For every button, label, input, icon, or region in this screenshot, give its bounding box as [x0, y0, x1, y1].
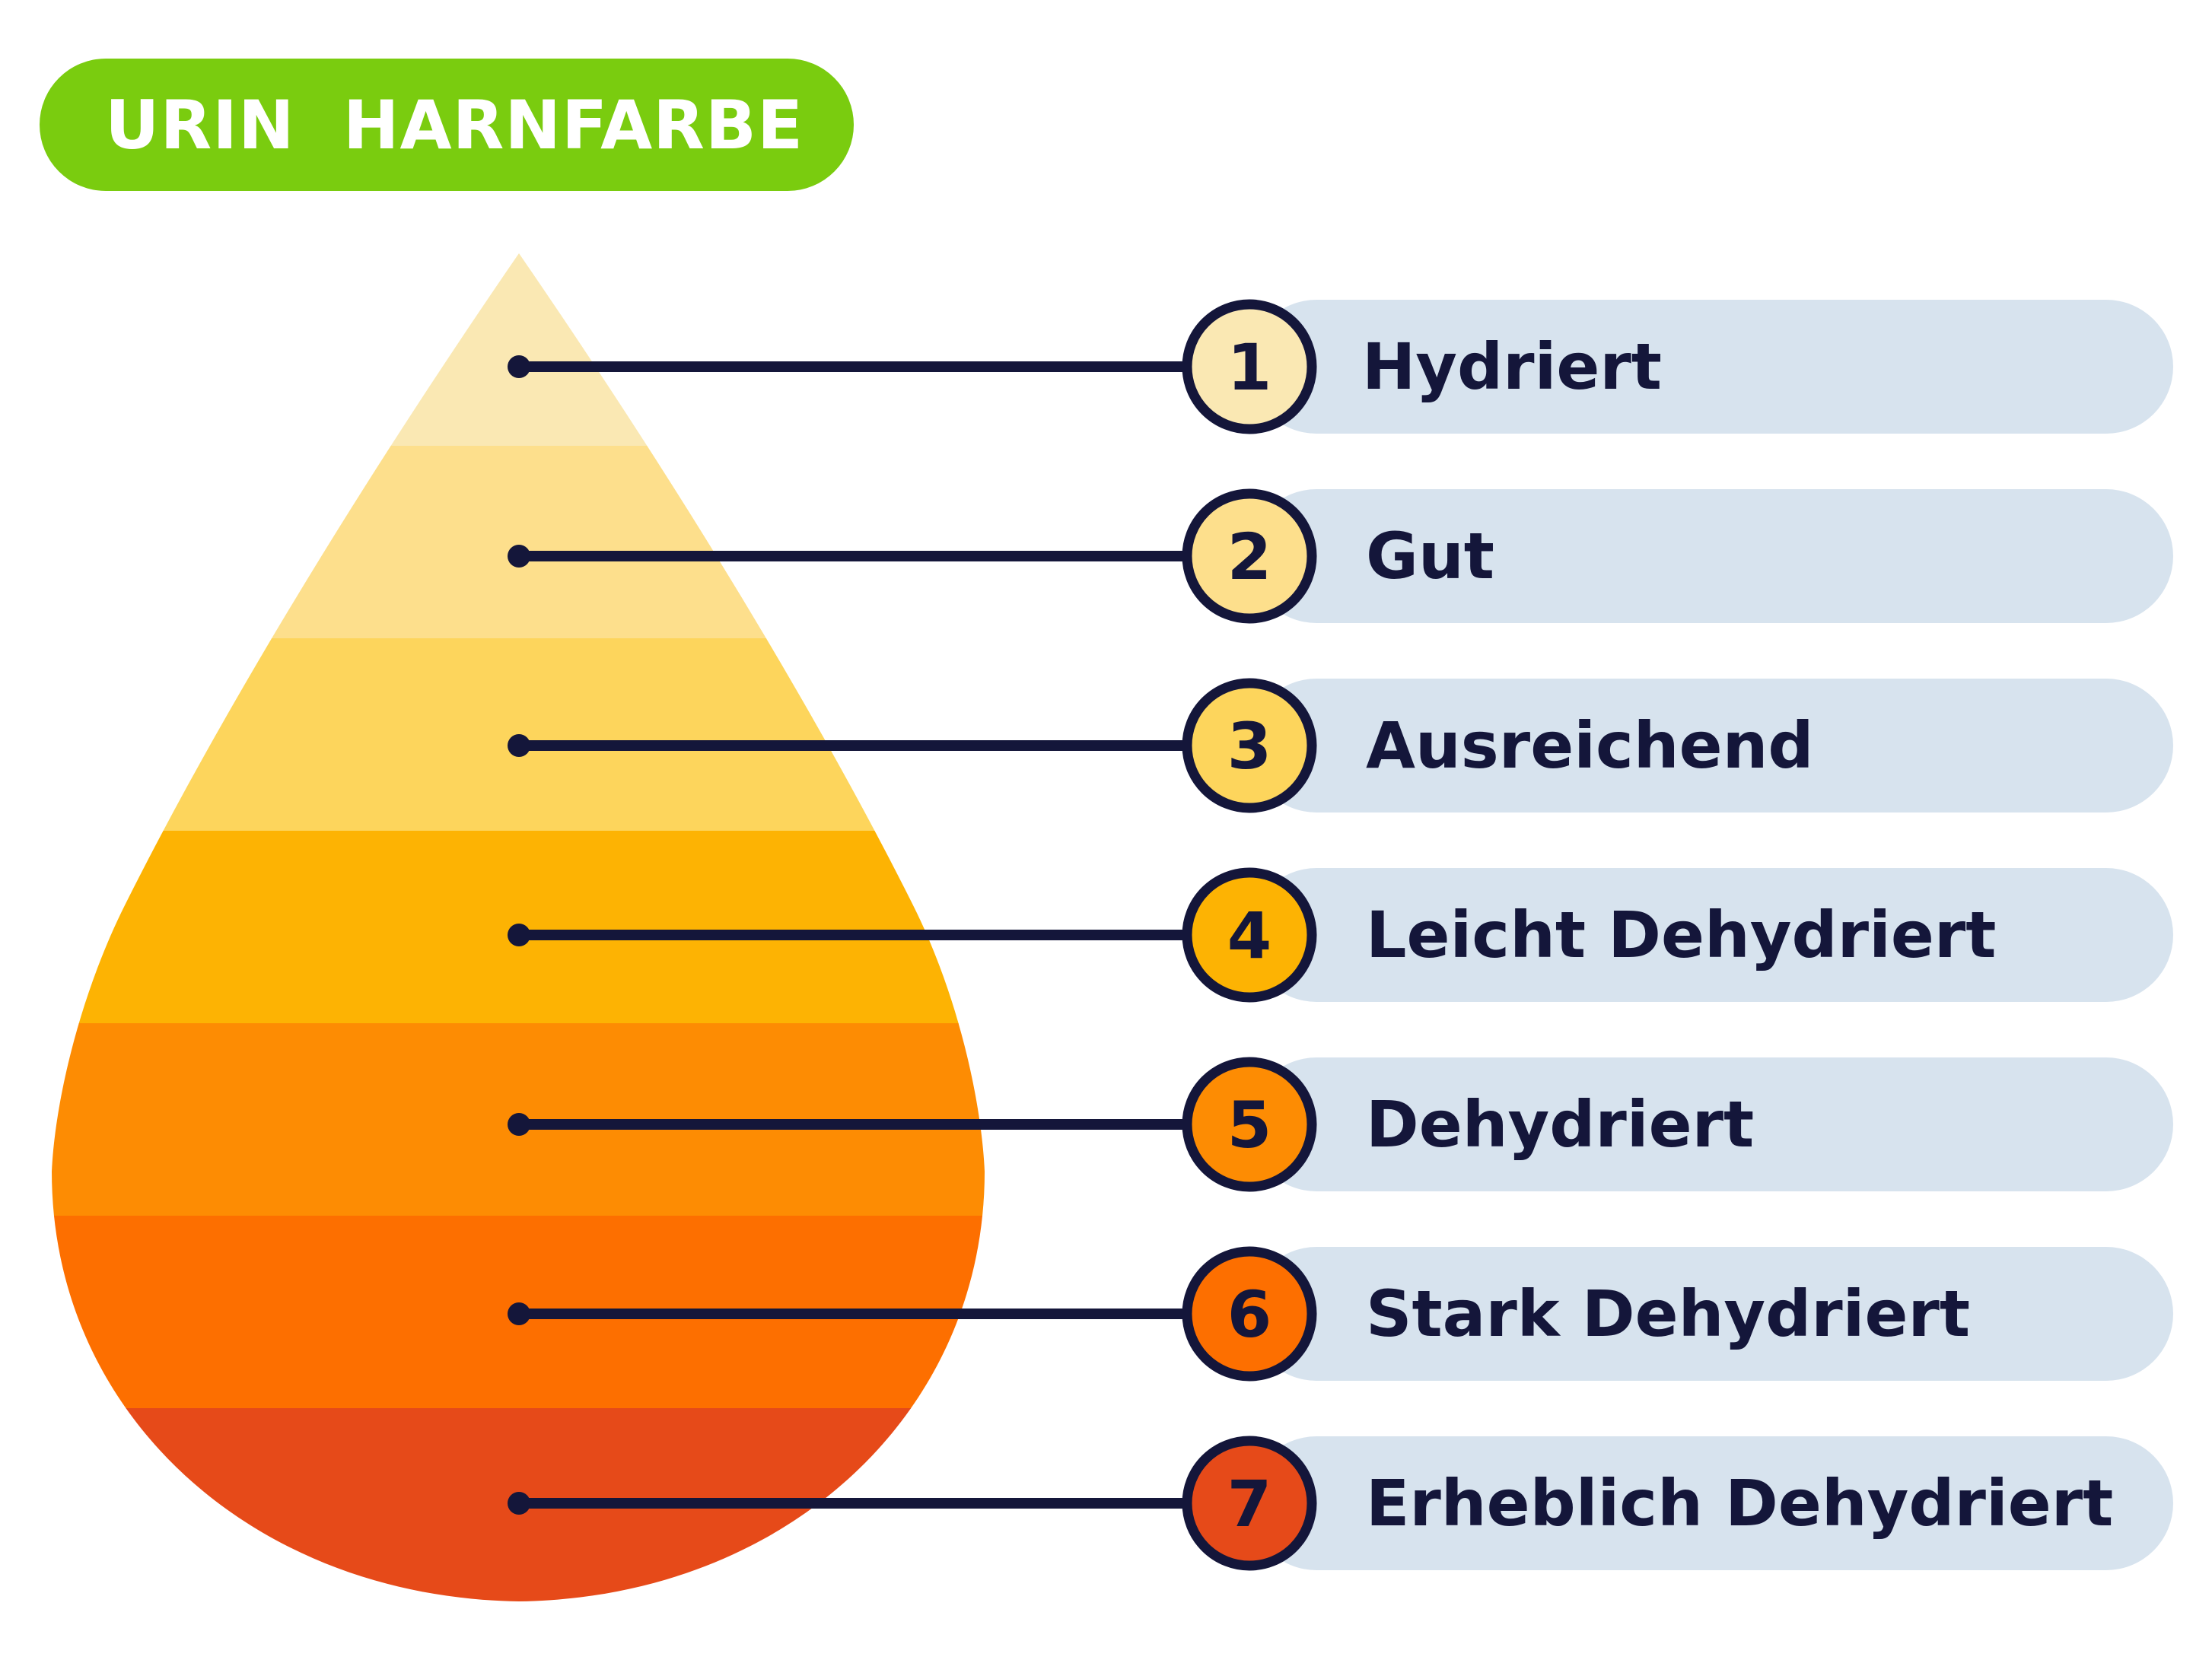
connector-dot-3	[508, 734, 530, 757]
level-number-circle-5	[1182, 1057, 1317, 1192]
level-number-circle-4	[1182, 867, 1317, 1003]
level-label-1: Hydriert	[1362, 329, 1662, 404]
level-label-4: Leicht Dehydriert	[1366, 898, 1997, 972]
drop-band-3	[52, 638, 985, 832]
level-pill-1	[1249, 300, 2173, 434]
title-text: URIN HARNFARBE	[105, 85, 804, 164]
level-number-2: 2	[1227, 520, 1272, 594]
level-pill-6	[1249, 1247, 2173, 1381]
connector-dot-5	[508, 1113, 530, 1136]
level-label-6: Stark Dehydriert	[1366, 1277, 1971, 1351]
level-number-4: 4	[1227, 898, 1272, 973]
level-label-7: Erheblich Dehydriert	[1366, 1466, 2114, 1541]
level-number-circle-3	[1182, 678, 1317, 813]
level-number-1: 1	[1227, 330, 1272, 405]
level-label-3: Ausreichend	[1366, 708, 1814, 783]
drop-band-7	[52, 1408, 985, 1601]
connector-dot-2	[508, 545, 530, 568]
level-pill-5	[1249, 1057, 2173, 1191]
level-label-5: Dehydriert	[1366, 1087, 1755, 1162]
level-number-circle-7	[1182, 1436, 1317, 1571]
level-number-3: 3	[1227, 709, 1272, 784]
drop-shape	[52, 253, 985, 1601]
level-number-circle-2	[1182, 488, 1317, 624]
connector-dot-1	[508, 355, 530, 378]
level-number-6: 6	[1227, 1277, 1272, 1352]
level-pill-7	[1249, 1436, 2173, 1570]
level-number-7: 7	[1227, 1467, 1272, 1541]
title-badge: URIN HARNFARBE	[40, 59, 854, 191]
drop-band-1	[52, 253, 985, 447]
level-pill-2	[1249, 489, 2173, 623]
level-pill-3	[1249, 679, 2173, 812]
connector-dot-7	[508, 1492, 530, 1515]
connector-dot-4	[508, 924, 530, 946]
drop-band-4	[52, 831, 985, 1024]
level-number-circle-6	[1182, 1246, 1317, 1382]
level-number-5: 5	[1227, 1088, 1272, 1162]
level-pill-4	[1249, 868, 2173, 1002]
level-label-2: Gut	[1366, 519, 1494, 593]
level-number-circle-1	[1182, 299, 1317, 434]
drop-band-2	[52, 446, 985, 639]
connector-dot-6	[508, 1302, 530, 1325]
